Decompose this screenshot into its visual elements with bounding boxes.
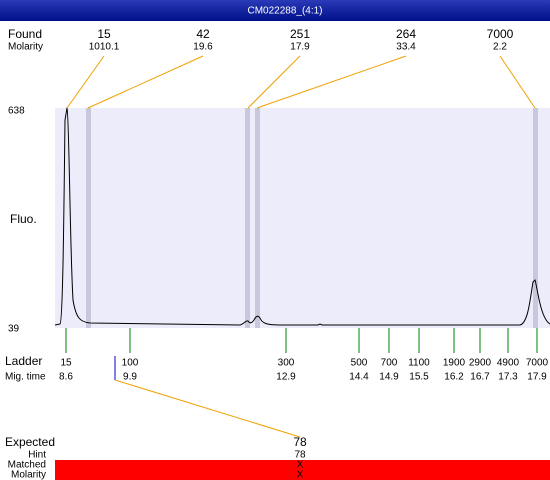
ladder-size: 500 <box>351 358 368 369</box>
found-size: 251 <box>290 27 310 41</box>
found-size: 42 <box>196 27 210 41</box>
found-link <box>247 55 301 109</box>
ladder-label: Ladder <box>5 354 42 368</box>
found-size: 264 <box>396 27 416 41</box>
found-link <box>66 55 105 109</box>
ladder-time: 8.6 <box>59 372 73 383</box>
hint-label: Hint <box>28 450 46 461</box>
found-molarity: 33.4 <box>396 42 416 53</box>
found-molarity: 2.2 <box>493 42 507 53</box>
ladder-size: 4900 <box>497 358 520 369</box>
match-bar <box>55 460 550 480</box>
ladder-time: 16.7 <box>470 372 490 383</box>
expected-label: Expected <box>5 435 55 449</box>
mig-label: Mig. time <box>5 372 46 383</box>
plot-area <box>55 108 550 328</box>
found-link <box>256 55 407 109</box>
found-size: 7000 <box>487 27 514 41</box>
found-molarity: 1010.1 <box>89 42 120 53</box>
found-molarity: 19.6 <box>193 42 213 53</box>
found-link <box>87 55 204 109</box>
ladder-size: 2900 <box>469 358 492 369</box>
ladder-size: 1900 <box>443 358 466 369</box>
ladder-time: 16.2 <box>444 372 464 383</box>
ladder-time: 12.9 <box>276 372 296 383</box>
ladder-time: 14.9 <box>379 372 399 383</box>
y-max: 638 <box>8 106 25 117</box>
ladder-size: 700 <box>381 358 398 369</box>
ladder-time: 17.3 <box>498 372 518 383</box>
ladder-size: 1100 <box>408 358 430 369</box>
ladder-time: 9.9 <box>123 372 137 383</box>
ladder-time: 14.4 <box>349 372 369 383</box>
molarity-row-label: Molarity <box>11 470 46 480</box>
trace <box>54 106 550 326</box>
ladder-size: 100 <box>122 358 139 369</box>
y-label: Fluo. <box>10 212 37 226</box>
expected-value: 78 <box>293 435 307 449</box>
found-molarity: 17.9 <box>290 42 310 53</box>
y-min: 39 <box>8 324 20 335</box>
matched-value: X <box>297 460 304 471</box>
title: CM022288_(4:1) <box>247 6 322 17</box>
matched-label: Matched <box>8 460 46 471</box>
ladder-size: 15 <box>60 358 72 369</box>
molarity-row-value: X <box>297 470 304 480</box>
ladder-time: 15.5 <box>409 372 429 383</box>
ladder-size: 300 <box>278 358 295 369</box>
found-label: Found <box>8 27 42 41</box>
title-bar <box>0 0 550 21</box>
expected-link <box>114 379 301 438</box>
peak-bands <box>86 108 538 328</box>
ladder-size: 7000 <box>526 358 549 369</box>
ladder-time: 17.9 <box>527 372 547 383</box>
found-link <box>499 55 536 109</box>
found-size: 15 <box>97 27 111 41</box>
hint-value: 78 <box>294 450 306 461</box>
molarity-label: Molarity <box>8 42 43 53</box>
